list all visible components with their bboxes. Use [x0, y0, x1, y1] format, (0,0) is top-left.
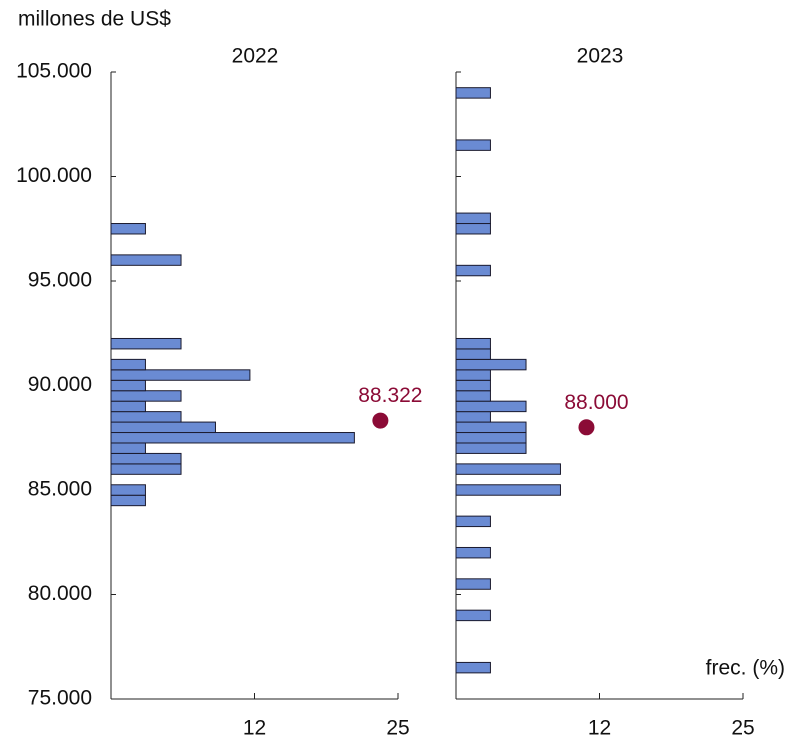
- y-tick-label: 75.000: [28, 687, 92, 710]
- bar: [455, 348, 491, 360]
- bar: [455, 609, 491, 622]
- bar: [455, 442, 527, 454]
- marker-label: 88.322: [358, 384, 422, 407]
- bar: [455, 463, 561, 475]
- y-tick-label: 90.000: [28, 373, 92, 396]
- bar: [455, 432, 527, 444]
- y-tick-label: 80.000: [28, 582, 92, 605]
- bar: [110, 369, 251, 381]
- bar: [455, 421, 527, 434]
- bar: [455, 661, 491, 674]
- y-axis-label: millones de US$: [18, 8, 171, 31]
- bar: [110, 463, 182, 475]
- bar: [110, 442, 146, 454]
- y-tick-label: 85.000: [28, 478, 92, 501]
- bar: [110, 432, 355, 444]
- x-tick-label: 25: [386, 717, 409, 740]
- bar: [455, 400, 527, 413]
- bar: [455, 578, 491, 590]
- bar: [110, 411, 182, 423]
- bar: [455, 139, 491, 151]
- bar: [110, 484, 146, 496]
- bar: [110, 379, 146, 392]
- y-tick-label: 95.000: [28, 269, 92, 292]
- x-tick-label: 12: [588, 717, 611, 740]
- marker-label: 88.000: [564, 391, 628, 414]
- bar: [110, 421, 216, 434]
- bar: [110, 223, 146, 235]
- bar: [110, 400, 146, 413]
- bar: [455, 358, 527, 371]
- x-tick-label: 12: [243, 717, 266, 740]
- bar: [455, 515, 491, 528]
- bar: [455, 369, 491, 381]
- point-marker: [372, 412, 389, 429]
- bar: [455, 390, 491, 402]
- bar: [455, 337, 491, 350]
- bar: [455, 379, 491, 392]
- bar: [455, 484, 561, 496]
- x-tick-label: 25: [731, 717, 754, 740]
- y-tick-label: 105.000: [16, 60, 92, 83]
- bar: [110, 254, 182, 266]
- bar: [455, 546, 491, 559]
- bar: [110, 452, 182, 465]
- bar: [455, 87, 491, 99]
- x-axis-label: frec. (%): [706, 657, 785, 680]
- point-marker: [578, 419, 595, 436]
- bar: [110, 494, 146, 507]
- y-tick-label: 100.000: [16, 164, 92, 187]
- bar: [110, 390, 182, 402]
- bar: [455, 212, 491, 225]
- bar: [455, 264, 491, 277]
- bar: [455, 223, 491, 235]
- bar: [110, 358, 146, 371]
- bar: [455, 411, 491, 423]
- panel-title: 2022: [232, 45, 279, 68]
- panel-title: 2023: [577, 45, 624, 68]
- bar: [110, 337, 182, 350]
